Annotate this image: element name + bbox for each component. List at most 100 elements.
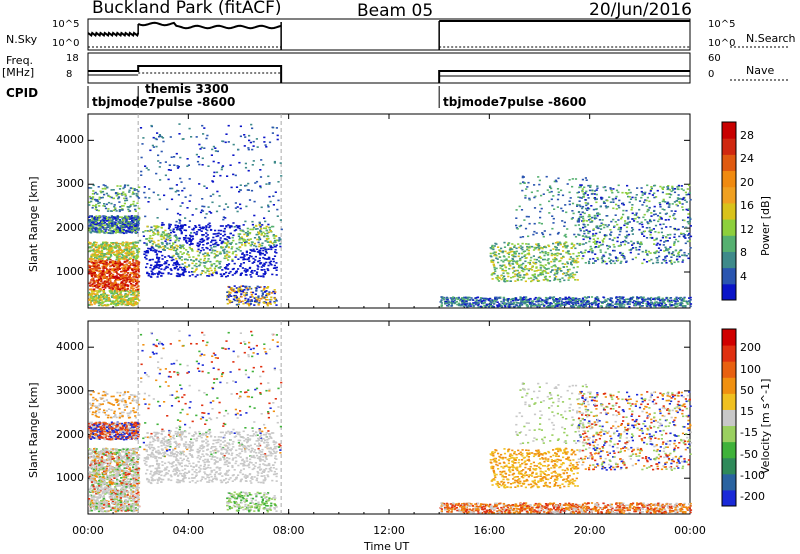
freq-label-line2: [MHz]: [2, 66, 35, 79]
colorbar-tick-0-2: 12: [740, 222, 754, 236]
xtick-label-2: 08:00: [272, 524, 305, 537]
nsky-tick-top: 10^5: [52, 19, 80, 30]
ytick-label-1-1: 2000: [56, 427, 84, 441]
cpid-panel: [88, 86, 690, 108]
freq-trace-1: [88, 65, 283, 83]
cpid-label-2: themis 3300: [145, 82, 229, 96]
xtick-label-6: 00:00: [674, 524, 706, 537]
colorbar-tick-1-0: 200: [740, 341, 761, 355]
colorbar-swatch-1-4: [722, 425, 736, 443]
colorbar-tick-0-3: 16: [740, 199, 754, 213]
nsearch-tick-bottom: 10^0: [708, 38, 736, 49]
xtick-label-0: 00:00: [72, 524, 104, 537]
colorbar-swatch-1-10: [722, 329, 736, 346]
nave-tick-top: 60: [708, 53, 721, 64]
ytick-label-0-2: 3000: [56, 177, 84, 191]
velocity-echoes-seg1b: [88, 421, 141, 441]
colorbar-swatch-0-6: [722, 186, 736, 204]
nsky-label: N.Sky: [6, 33, 38, 46]
ytick-label-0-0: 1000: [56, 265, 84, 278]
power-echoes-seg1a: [88, 241, 141, 307]
velocity-echoes-seg3b: [489, 447, 580, 489]
colorbar-swatch-1-8: [722, 361, 736, 378]
colorbar-swatch-1-5: [722, 409, 736, 427]
colorbar-tick-0-0: 4: [740, 269, 747, 283]
x-axis-label: Time UT: [364, 540, 410, 553]
ytick-label-0-3: 4000: [56, 133, 84, 147]
colorbar-swatch-0-3: [722, 235, 736, 252]
colorbar-swatch-0-2: [722, 251, 736, 269]
colorbar-swatch-0-7: [722, 170, 736, 188]
freq-label-line1: Freq.: [6, 54, 34, 67]
cpid-label-3: tbjmode7pulse -8600: [443, 95, 587, 109]
chart-title: Buckland Park (fitACF): [92, 0, 282, 18]
nsky-trace-1: [87, 31, 140, 38]
colorbar-tick-1-4: -15: [740, 426, 758, 440]
panel-frame-1: [87, 320, 691, 515]
velocity-echoes-seg3d: [515, 382, 592, 445]
velocity-echoes-seg2c: [226, 491, 278, 513]
velocity-echoes-seg3c: [577, 390, 693, 471]
ytick-label-1-0: 1000: [56, 471, 84, 485]
colorbar-swatch-1-9: [722, 345, 736, 362]
power-echoes-seg2c: [226, 285, 278, 307]
nave-label: Nave: [746, 64, 775, 77]
colorbar-tick-1-3: 15: [740, 405, 754, 419]
colorbar-swatch-1-1: [722, 473, 736, 491]
velocity-echoes-seg1a: [88, 447, 141, 513]
ytick-label-1-2: 3000: [56, 383, 84, 397]
freq-panel: [87, 52, 691, 84]
xtick-label-3: 12:00: [373, 524, 405, 537]
colorbar-swatch-0-9: [722, 138, 736, 155]
colorbar-tick-1-1: 100: [740, 362, 761, 376]
colorbar-swatch-0-1: [722, 267, 736, 285]
nave-tick-bottom: 0: [708, 69, 715, 80]
nsky-tick-bottom: 10^0: [52, 38, 80, 49]
colorbar-frame-0: [721, 121, 737, 301]
beam-label: Beam 05: [357, 1, 434, 21]
colorbar-swatch-0-5: [722, 202, 736, 220]
colorbar-swatch-1-7: [722, 377, 736, 394]
ytick-label-0-1: 2000: [56, 221, 84, 235]
colorbar-tick-0-5: 24: [740, 152, 754, 166]
power-echoes-seg3d: [515, 175, 592, 239]
cpid-label: CPID: [6, 86, 39, 100]
power-echoes-seg2b: [143, 223, 279, 278]
colorbar-swatch-0-8: [722, 154, 736, 172]
power-echoes-seg3a: [439, 296, 693, 308]
colorbar-swatch-1-6: [722, 393, 736, 410]
power-echoes-seg2a: [139, 123, 283, 252]
colorbar-frame-1: [721, 328, 737, 507]
freq-tick-top: 18: [66, 53, 79, 64]
velocity-echoes-seg3a: [439, 502, 693, 514]
colorbar-tick-1-6: -100: [740, 469, 765, 483]
freq-trace-2: [438, 70, 690, 83]
colorbar-tick-0-4: 20: [740, 175, 754, 189]
velocity-echoes-seg2b: [143, 430, 279, 485]
velocity-echoes-seg1c: [88, 390, 141, 419]
xtick-label-5: 20:00: [573, 524, 606, 537]
power-echoes-seg3b: [489, 241, 580, 283]
colorbar-swatch-0-0: [722, 283, 736, 301]
colorbar-tick-0-6: 28: [740, 129, 754, 143]
panel-frame-0: [87, 113, 691, 309]
xtick-label-4: 16:00: [473, 524, 506, 537]
colorbar-swatch-1-0: [722, 489, 736, 507]
power-echoes-seg1b: [88, 215, 141, 235]
colorbar-tick-1-5: -50: [740, 447, 758, 461]
ytick-label-1-3: 4000: [56, 340, 84, 354]
freq-tick-bottom: 8: [66, 69, 73, 80]
colorbar-swatch-1-2: [722, 457, 736, 475]
power-echoes-seg1c: [88, 184, 141, 213]
colorbar-tick-1-7: -200: [740, 490, 765, 504]
colorbar-swatch-0-10: [722, 122, 736, 139]
velocity-echoes-seg2a: [139, 330, 283, 458]
colorbar-swatch-1-3: [722, 441, 736, 459]
power-echoes-seg3c: [577, 184, 693, 265]
colorbar-tick-0-1: 8: [740, 246, 747, 260]
nsky-panel: [87, 18, 691, 51]
nsearch-label: N.Search: [746, 32, 796, 45]
colorbar-tick-1-2: 50: [740, 383, 754, 397]
xtick-label-1: 04:00: [172, 524, 205, 537]
